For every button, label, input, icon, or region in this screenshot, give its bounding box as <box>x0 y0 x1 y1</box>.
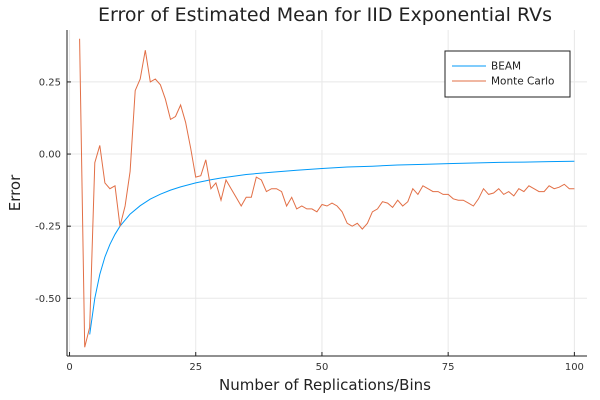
chart-title: Error of Estimated Mean for IID Exponent… <box>98 4 552 26</box>
x-tick-label: 50 <box>316 362 329 373</box>
y-tick-label: 0.00 <box>39 150 61 161</box>
y-ticks: -0.50 -0.25 0.00 0.25 <box>35 77 71 305</box>
legend: BEAM Monte Carlo <box>444 50 571 98</box>
legend-label: Monte Carlo <box>491 76 554 88</box>
y-axis-label: Error <box>6 174 24 211</box>
x-tick-label: 75 <box>442 362 455 373</box>
y-tick-label: 0.25 <box>39 77 61 88</box>
x-tick-label: 25 <box>189 362 202 373</box>
legend-box <box>444 50 571 98</box>
legend-label: BEAM <box>491 61 521 73</box>
x-axis-label: Number of Replications/Bins <box>219 376 431 394</box>
y-tick-label: -0.25 <box>35 222 61 233</box>
series-line-monte-carlo <box>79 38 575 348</box>
y-tick-label: -0.50 <box>35 294 61 305</box>
series-group <box>79 38 575 348</box>
x-tick-label: 100 <box>565 362 584 373</box>
x-ticks: 0 25 50 75 100 <box>66 352 584 373</box>
series-line-beam <box>89 160 575 335</box>
x-tick-label: 0 <box>66 362 72 373</box>
